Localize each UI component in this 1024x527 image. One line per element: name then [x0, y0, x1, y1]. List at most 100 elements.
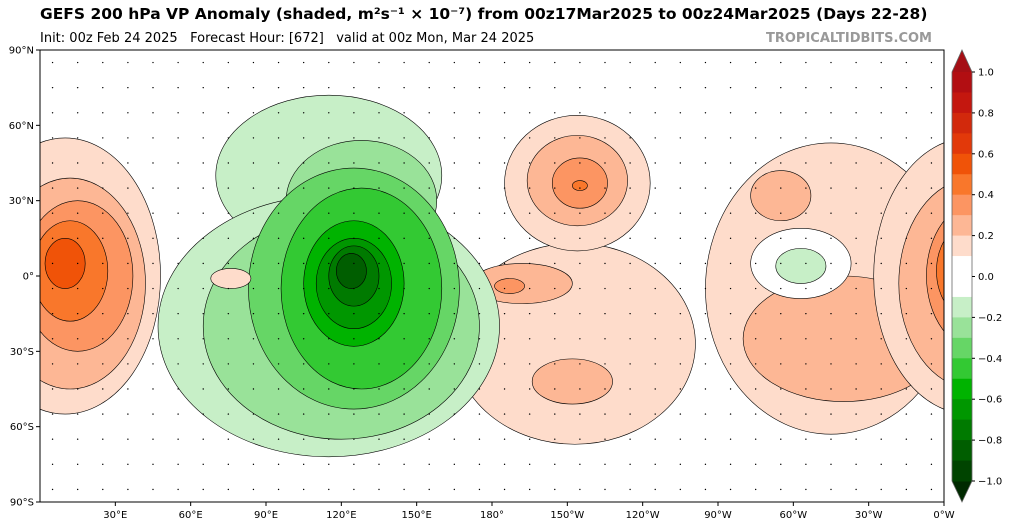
wind-vector-dot [805, 61, 807, 64]
wind-vector-dot [277, 388, 280, 390]
wind-vector-dot [252, 438, 255, 440]
wind-vector-dot [302, 363, 305, 365]
wind-vector-dot [127, 363, 129, 365]
wind-vector-dot [930, 237, 933, 240]
wind-vector-dot [629, 488, 631, 491]
wind-vector-dot [880, 262, 882, 265]
wind-vector-dot [780, 312, 782, 315]
wind-vector-dot [328, 237, 330, 240]
axis-ticks: 90°N 60°N 30°N 0° 30°S 60°S 90°S 30°E 60°E 90°E 12… [9, 46, 955, 522]
wind-vector-dot [754, 413, 757, 415]
wind-vector-dot [604, 413, 606, 415]
wind-vector-dot [930, 338, 933, 340]
wind-vector-dot [805, 237, 807, 240]
colorbar-tick-label: 0.8 [978, 108, 994, 119]
wind-vector-dot [177, 212, 179, 214]
wind-vector-dot [152, 112, 154, 114]
wind-vector-dot [127, 237, 129, 240]
colorbar-segment [952, 378, 972, 400]
wind-vector-dot [403, 112, 405, 114]
wind-vector-dot [754, 312, 757, 315]
wind-vector-dot [528, 137, 531, 139]
wind-vector-dot [579, 61, 581, 64]
wind-vector-dot [830, 112, 832, 114]
wind-vector-dot [252, 162, 255, 164]
wind-vector-dot [277, 187, 280, 189]
wind-vector-dot [604, 162, 606, 164]
wind-vector-dot [302, 338, 305, 340]
wind-vector-dot [679, 86, 682, 89]
anomaly-contour [44, 238, 86, 289]
wind-vector-dot [428, 137, 430, 139]
wind-vector-dot [102, 262, 104, 265]
wind-vector-dot [855, 262, 857, 265]
wind-vector-dot [328, 61, 330, 64]
wind-vector-dot [579, 262, 581, 265]
wind-vector-dot [277, 287, 280, 290]
lon-tick-label: 60°E [179, 510, 203, 521]
wind-vector-dot [704, 312, 707, 315]
wind-vector-dot [830, 388, 832, 390]
wind-vector-dot [227, 212, 230, 214]
wind-vector-dot [177, 287, 179, 290]
colorbar-segment [952, 112, 972, 134]
wind-vector-dot [579, 413, 581, 415]
wind-vector-dot [102, 187, 104, 189]
wind-vector-dot [453, 187, 456, 189]
wind-vector-dot [880, 212, 882, 214]
wind-vector-dot [503, 463, 506, 466]
wind-vector-dot [629, 338, 631, 340]
wind-vector-dot [378, 61, 380, 64]
lat-tick-label: 30°S [10, 347, 34, 358]
wind-vector-dot [353, 287, 355, 290]
wind-vector-dot [729, 112, 732, 114]
wind-vector-dot [930, 262, 933, 265]
wind-vector-dot [780, 463, 782, 466]
wind-vector-dot [528, 237, 531, 240]
lon-tick-label: 150°E [401, 510, 431, 521]
wind-vector-dot [453, 312, 456, 315]
wind-vector-dot [378, 413, 380, 415]
wind-vector-dot [378, 137, 380, 139]
anomaly-contour [898, 186, 944, 381]
wind-vector-dot [503, 237, 506, 240]
colorbar-segment [952, 337, 972, 359]
wind-vector-dot [905, 338, 908, 340]
wind-vector-dot [780, 137, 782, 139]
wind-vector-dot [604, 86, 606, 89]
wind-vector-dot [679, 162, 682, 164]
lat-tick-label: 60°S [10, 422, 34, 433]
wind-vector-dot [302, 438, 305, 440]
wind-vector-dot [930, 162, 933, 164]
wind-vector-dot [930, 488, 933, 491]
wind-vector-dot [227, 137, 230, 139]
wind-vector-dot [754, 162, 757, 164]
wind-vector-dot [478, 388, 481, 390]
wind-vector-dot [855, 162, 857, 164]
brand-watermark: TROPICALTIDBITS.COM [766, 31, 932, 46]
wind-vector-dot [428, 187, 430, 189]
wind-vector-dot [227, 237, 230, 240]
wind-vector-dot [679, 463, 682, 466]
wind-vector-dot [453, 86, 456, 89]
wind-vector-dot [252, 262, 255, 265]
wind-vector-dot [780, 338, 782, 340]
wind-vector-dot [353, 237, 355, 240]
wind-vector-dot [654, 438, 656, 440]
wind-vector-dot [830, 86, 832, 89]
anomaly-contour [936, 240, 944, 302]
wind-vector-dot [453, 363, 456, 365]
wind-vector-dot [378, 488, 380, 491]
wind-vector-dot [554, 413, 556, 415]
wind-vector-dot [780, 212, 782, 214]
wind-vector-dot [76, 363, 79, 365]
wind-vector-dot [729, 262, 732, 265]
wind-vector-dot [428, 262, 430, 265]
wind-vector-dot [76, 488, 79, 491]
lat-tick-label: 30°N [9, 196, 34, 207]
wind-vector-dot [579, 287, 581, 290]
wind-vector-dot [51, 162, 54, 164]
wind-vector-dot [629, 413, 631, 415]
wind-vector-dot [629, 363, 631, 365]
wind-vector-dot [102, 61, 104, 64]
